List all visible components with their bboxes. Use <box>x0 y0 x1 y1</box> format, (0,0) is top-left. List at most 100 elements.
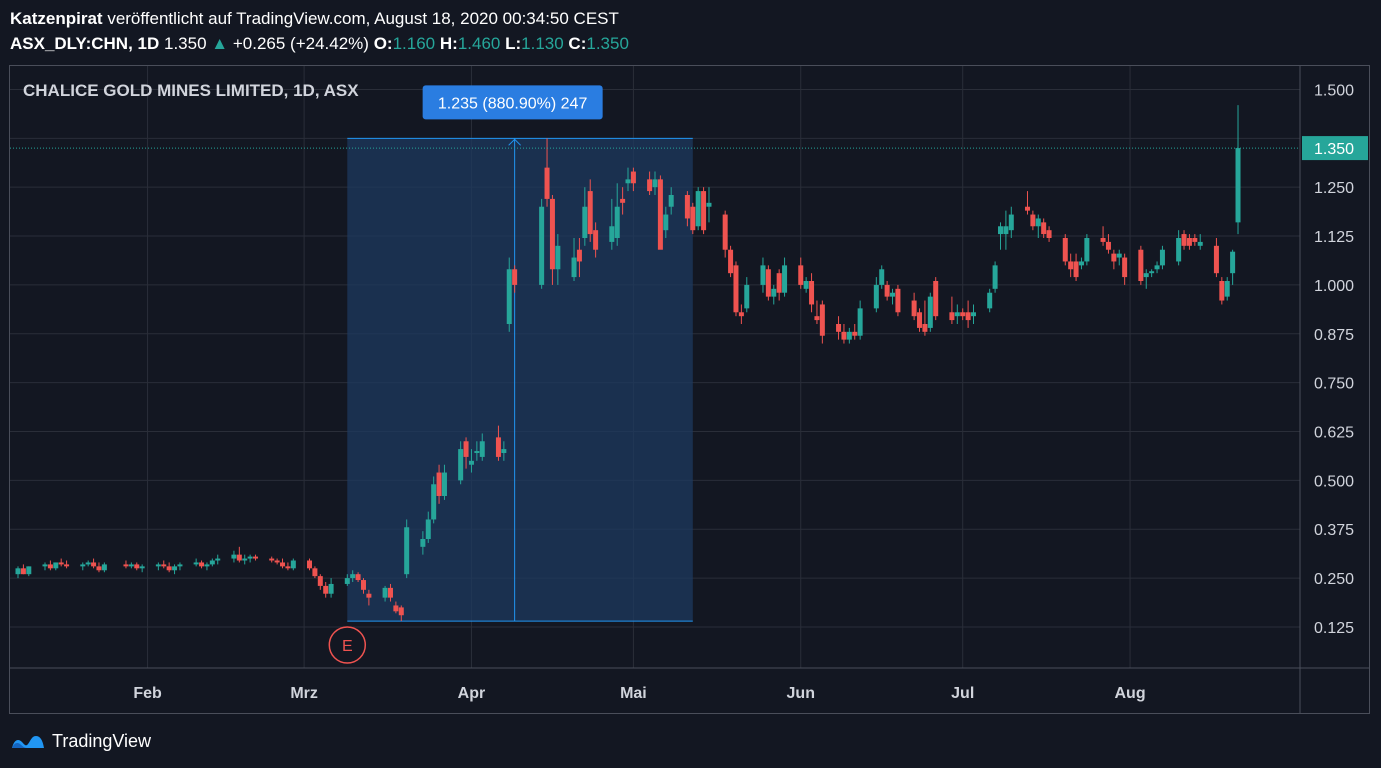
candle-body <box>1003 226 1009 235</box>
candle-body <box>436 472 442 496</box>
author-name[interactable]: Katzenpirat <box>10 9 103 28</box>
candle-body <box>101 564 107 571</box>
candle-body <box>58 562 64 565</box>
candle-body <box>836 324 842 332</box>
candle-body <box>1181 234 1187 246</box>
candle-body <box>1224 281 1230 297</box>
tradingview-logo-icon[interactable] <box>10 730 46 752</box>
candle-body <box>884 284 890 297</box>
candle-body <box>1154 265 1160 270</box>
price-tick-label: 0.375 <box>1314 522 1354 539</box>
candle-body <box>814 316 820 321</box>
candle-body <box>479 441 485 457</box>
candle-body <box>512 269 518 285</box>
footer: TradingView <box>10 728 151 754</box>
earnings-marker-label: E <box>342 638 353 655</box>
candle-body <box>85 562 91 565</box>
candle-body <box>123 564 129 567</box>
candle-body <box>199 562 205 567</box>
candle-body <box>684 195 690 219</box>
candle-body <box>47 564 53 569</box>
candle-body <box>280 562 286 567</box>
candle-body <box>1176 238 1182 262</box>
candle-body <box>852 331 858 336</box>
candle-body <box>1046 230 1052 238</box>
candle-body <box>458 449 464 481</box>
candle-body <box>290 560 296 569</box>
candle-body <box>236 554 242 561</box>
time-tick-label: Jun <box>787 685 815 702</box>
candle-body <box>1186 238 1192 246</box>
symbol-interval: ASX_DLY:CHN, 1D <box>10 34 160 53</box>
axes[interactable]: 1.500 1.250 1.125 1.000 0.875 0.750 0.625 0.500… <box>10 66 1369 713</box>
candle-body <box>593 230 599 250</box>
candle-body <box>1219 281 1225 301</box>
chart-title: CHALICE GOLD MINES LIMITED, 1D, ASX <box>23 81 359 100</box>
measure-tool[interactable] <box>347 137 693 622</box>
candle-body <box>809 281 815 305</box>
ohlc-line: ASX_DLY:CHN, 1D 1.350 ▲ +0.265 (+24.42%)… <box>10 31 629 56</box>
candle-body <box>765 269 771 297</box>
candle-body <box>463 441 469 457</box>
candle-body <box>890 292 896 297</box>
candle-body <box>398 607 404 616</box>
high-value: 1.460 <box>457 34 501 53</box>
candle-body <box>760 265 766 285</box>
candle-body <box>803 281 809 289</box>
candle-body <box>1105 241 1111 250</box>
candle-body <box>582 206 588 238</box>
candle-body <box>441 472 447 496</box>
candle-body <box>1122 257 1128 278</box>
candle-body <box>285 566 291 569</box>
candle-body <box>744 284 750 309</box>
candle-body <box>695 191 701 227</box>
candle-body <box>20 568 26 575</box>
candle-body <box>992 265 998 289</box>
price-tick-label: 1.125 <box>1314 229 1354 246</box>
candle-body <box>728 249 734 274</box>
candle-body <box>1062 238 1068 262</box>
candle-body <box>841 331 847 340</box>
candle-body <box>64 564 70 567</box>
brand-text[interactable]: TradingView <box>52 730 152 751</box>
measure-range-area[interactable] <box>347 138 693 622</box>
candle-body <box>495 437 501 457</box>
candle-body <box>317 576 323 586</box>
candle-body <box>555 245 561 270</box>
candle-body <box>647 179 653 192</box>
close-value: 1.350 <box>586 34 629 53</box>
candle-body <box>1116 253 1122 258</box>
candle-body <box>387 587 393 598</box>
candle-body <box>350 574 356 579</box>
candle-body <box>307 560 313 569</box>
candle-body <box>1008 214 1014 231</box>
candle-body <box>501 449 507 453</box>
last-price-badge <box>1302 136 1368 161</box>
candle-body <box>382 587 388 598</box>
last-price-text: 1.350 <box>164 34 207 53</box>
candle-body <box>544 167 550 199</box>
candle-body <box>177 564 183 567</box>
candle-body <box>425 519 431 539</box>
price-tick-label: 0.125 <box>1314 620 1354 637</box>
candle-body <box>609 226 615 242</box>
candle-body <box>1149 271 1155 274</box>
candle-body <box>128 564 134 567</box>
candle-body <box>701 191 707 231</box>
candle-body <box>895 288 901 313</box>
candle-body <box>193 562 199 565</box>
earnings-marker-icon[interactable] <box>328 626 367 664</box>
price-tick-label: 1.500 <box>1314 82 1354 99</box>
price-tick-label: 1.250 <box>1314 180 1354 197</box>
chart-frame[interactable] <box>9 65 1370 714</box>
candle-body <box>954 312 960 317</box>
candle-body <box>722 214 728 250</box>
open-label: O: <box>373 34 393 53</box>
published-text: veröffentlicht auf TradingView.com, Augu… <box>107 9 619 28</box>
candle-body <box>1192 238 1198 242</box>
measure-label-box <box>422 85 603 120</box>
candle-body <box>879 269 885 285</box>
candle-body <box>782 265 788 293</box>
candle-body <box>15 568 21 575</box>
